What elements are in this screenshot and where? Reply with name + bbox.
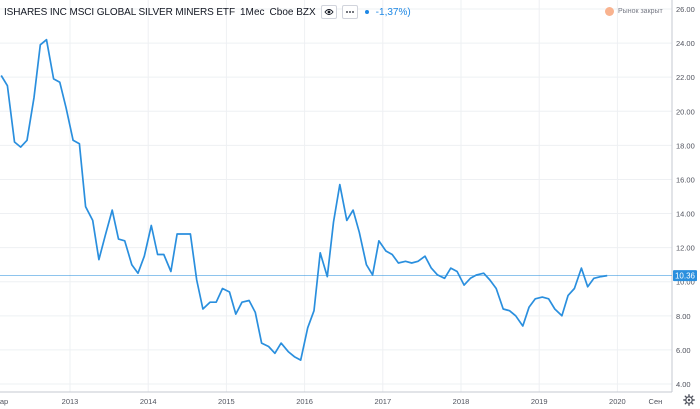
price-axis[interactable]: 26.00 24.00 22.00 20.00 18.00 16.00 14.00 12.00…: [676, 5, 695, 389]
time-tick-label: 2014: [140, 397, 157, 406]
time-tick-label: 2020: [609, 397, 626, 406]
price-tick-label: 16.00: [676, 175, 695, 184]
exchange-label: Cboe BZX: [269, 6, 316, 18]
time-axis[interactable]: ар 2013 2014 2015 2016 2017 2018 2019 2020 Сен: [0, 397, 662, 406]
time-tick-label: 2015: [218, 397, 235, 406]
gear-icon[interactable]: [682, 393, 696, 407]
time-tick-label: 2017: [374, 397, 391, 406]
price-tick-label: 4.00: [676, 380, 691, 389]
time-tick-label: 2016: [296, 397, 313, 406]
price-tick-label: 22.00: [676, 73, 695, 82]
time-tick-label: Сен: [649, 397, 663, 406]
price-tick-label: 10.00: [676, 278, 695, 287]
eye-icon[interactable]: [320, 5, 337, 19]
price-tick-label: 20.00: [676, 107, 695, 116]
interval-label[interactable]: 1Мес: [239, 6, 265, 18]
market-status[interactable]: Рынок закрыт: [605, 7, 663, 16]
price-tick-label: 26.00: [676, 5, 695, 14]
time-tick-label: ар: [0, 397, 8, 406]
market-closed-icon: [605, 7, 614, 16]
price-tick-label: 14.00: [676, 210, 695, 219]
price-series-line: [0, 38, 608, 361]
price-tick-label: 6.00: [676, 346, 691, 355]
market-status-label: Рынок закрыт: [618, 8, 663, 15]
time-tick-label: 2018: [453, 397, 470, 406]
time-tick-label: 2019: [531, 397, 548, 406]
last-price-badge: 10.36: [673, 270, 697, 282]
time-tick-label: 2013: [62, 397, 79, 406]
grid-lines: [0, 0, 672, 392]
price-tick-label: 18.00: [676, 141, 695, 150]
price-change: -1,37%): [375, 6, 411, 18]
axes: [0, 0, 673, 393]
symbol-name[interactable]: ISHARES INC MSCI GLOBAL SILVER MINERS ET…: [4, 6, 235, 18]
price-tick-label: 24.00: [676, 39, 695, 48]
chart-header: ISHARES INC MSCI GLOBAL SILVER MINERS ET…: [4, 4, 411, 20]
change-dot-icon: [364, 10, 369, 14]
last-price-value: 10.36: [675, 272, 696, 281]
price-tick-label: 8.00: [676, 312, 691, 321]
more-icon[interactable]: [341, 5, 358, 19]
price-tick-label: 12.00: [676, 244, 695, 253]
